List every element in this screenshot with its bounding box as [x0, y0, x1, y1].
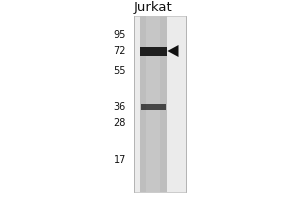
Polygon shape [167, 45, 178, 57]
Bar [140, 104, 166, 110]
Text: Jurkat: Jurkat [134, 1, 172, 15]
Text: 28: 28 [114, 118, 126, 128]
Bar [134, 16, 186, 192]
Text: 95: 95 [114, 30, 126, 40]
Text: 36: 36 [114, 102, 126, 112]
Text: 55: 55 [113, 66, 126, 76]
Text: 17: 17 [114, 155, 126, 165]
Bar [146, 16, 160, 192]
Text: 72: 72 [113, 46, 126, 56]
Bar [140, 46, 166, 55]
Bar [140, 16, 166, 192]
